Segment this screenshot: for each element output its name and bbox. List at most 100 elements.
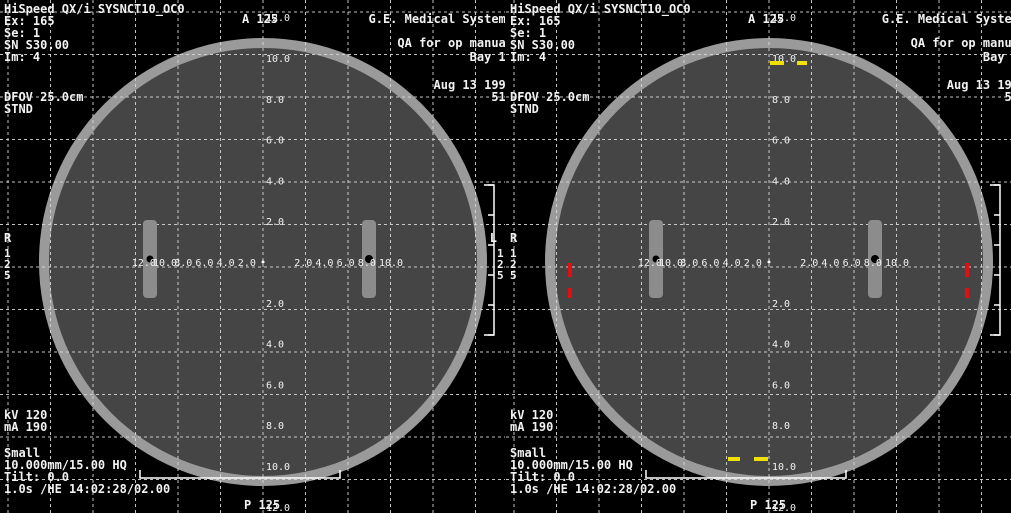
ruler-label-horizontal: 10.0 [379, 258, 403, 269]
kv-value: kV 120 [510, 408, 554, 422]
side-label-right: R [510, 231, 518, 245]
ruler-label-horizontal: 10.0 [153, 258, 177, 269]
ruler-label-horizontal: 6.0 [843, 258, 861, 269]
series-number: Se: 1 [4, 26, 41, 40]
vendor-name: G.E. Medical Systems [368, 12, 506, 26]
phantom-marker-right [365, 255, 373, 263]
bay-label: Bay 10 [469, 50, 505, 64]
scanner-model: HiSpeed QX/i SYSNCT10_OC0 [4, 2, 185, 16]
side-value-digit: 2 [4, 258, 11, 271]
ruler-label-vertical: 12.0 [266, 13, 290, 24]
ruler-label-horizontal: 2.0 [238, 258, 256, 269]
ruler-label-vertical: 8.0 [266, 421, 284, 432]
orientation-bottom: P 125 [750, 498, 787, 512]
recon-algorithm: STND [510, 102, 539, 116]
orientation-top: A 125 [242, 12, 279, 26]
recon-algorithm: STND [4, 102, 33, 116]
ruler-label-horizontal: 4.0 [821, 258, 839, 269]
table-position: SN S30.00 [4, 38, 70, 52]
ruler-label-vertical: 12.0 [772, 503, 796, 513]
side-label-right: R [4, 231, 12, 245]
display-fov: DFOV 25.0cm [510, 90, 590, 104]
exam-number: Ex: 165 [510, 14, 561, 28]
ruler-label-horizontal: 4.0 [723, 258, 741, 269]
side-value-digit: 1 [4, 247, 11, 260]
alignment-mark-top [797, 61, 807, 65]
center-point [767, 260, 771, 264]
ruler-label-vertical: 8.0 [772, 421, 790, 432]
orientation-bottom: P 125 [244, 498, 281, 512]
ruler-label-vertical: 12.0 [266, 503, 290, 513]
gantry-tilt: Tilt: 0.0 [4, 470, 70, 484]
center-point [261, 260, 265, 264]
ma-value: mA 190 [4, 420, 48, 434]
ruler-label-vertical: 6.0 [266, 136, 284, 147]
ruler-label-vertical: 6.0 [266, 380, 284, 391]
ct-viewport-right[interactable]: 12.0 10.0 8.0 6.0 4.0 2.0 2.0 4.0 6.0 8.0 10.0 12.0… [506, 0, 1011, 513]
ruler-label-vertical: 4.0 [266, 340, 284, 351]
ruler-label-vertical: 10.0 [266, 54, 290, 65]
alignment-mark-right [965, 263, 969, 277]
ruler-label-horizontal: 12.0 [638, 258, 662, 269]
ruler-label-vertical: 6.0 [772, 380, 790, 391]
ct-image-left: 12.010.08.0 6.0 4.0 2.0 2.0 4.0 6.0 8.0 10.012.0… [0, 0, 505, 513]
side-label-left: L [489, 231, 497, 245]
phantom-marker-right [871, 255, 879, 263]
side-value-digit: 2 [497, 258, 504, 271]
gantry-tilt: Tilt: 0.0 [510, 470, 576, 484]
image-number: Im: 4 [510, 50, 547, 64]
ruler-label-vertical: 12.0 [772, 13, 796, 24]
table-position: SN S30.00 [510, 38, 576, 52]
ruler-label-vertical: 4.0 [772, 340, 790, 351]
ct-image-right: 12.010.08.0 6.0 4.0 2.0 2.0 4.0 6.0 8.0 10.012.0… [506, 0, 1011, 513]
study-date: Aug 13 199 [946, 78, 1011, 92]
side-value-digit: 1 [497, 247, 504, 260]
side-value-digit: 5 [510, 269, 517, 282]
scan-time: 1.0s /HE 14:02:28/02.00 [4, 482, 171, 496]
ruler-label-horizontal: 8.0 [174, 258, 192, 269]
bay-label: Bay 1 [982, 50, 1005, 64]
scanner-model: HiSpeed QX/i SYSNCT10_OC0 [510, 2, 691, 16]
ruler-label-vertical: 8.0 [772, 95, 790, 106]
slice-thickness: 10.000mm/15.00 HQ [4, 458, 127, 472]
side-value-digit: 5 [497, 269, 504, 282]
study-description: QA for op manua [910, 36, 1011, 50]
ct-viewport-left[interactable]: 12.0 10.0 8.0 6.0 4.0 2.0 2.0 4.0 6.0 8.0 10.0 12.0… [0, 0, 505, 513]
matrix-size: 512 [491, 90, 505, 104]
image-number: Im: 4 [4, 50, 41, 64]
ruler-label-vertical: 2.0 [772, 299, 790, 310]
ruler-label-vertical: 4.0 [772, 176, 790, 187]
ruler-label-horizontal: 8.0 [358, 258, 376, 269]
ruler-label-horizontal: 8.0 [864, 258, 882, 269]
ruler-label-vertical: 2.0 [266, 217, 284, 228]
alignment-mark-left [568, 288, 572, 298]
ruler-label-horizontal: 12.0 [132, 258, 156, 269]
ruler-label-horizontal: 10.0 [885, 258, 909, 269]
slice-thickness: 10.000mm/15.00 HQ [510, 458, 633, 472]
study-date: Aug 13 1998 [433, 78, 505, 92]
exam-number: Ex: 165 [4, 14, 55, 28]
ruler-label-horizontal: 6.0 [195, 258, 213, 269]
phantom-marker-left [652, 255, 660, 263]
matrix-size: 51 [1004, 90, 1011, 104]
side-value-digit: 2 [510, 258, 517, 271]
phantom-marker-left [146, 255, 154, 263]
ruler-label-vertical: 8.0 [266, 95, 284, 106]
focal-spot: Small [4, 446, 41, 460]
ruler-label-horizontal: 4.0 [315, 258, 333, 269]
scale-bar-horizontal [645, 470, 847, 479]
focal-spot: Small [510, 446, 547, 460]
alignment-mark-top [770, 61, 784, 65]
ruler-label-vertical: 6.0 [772, 136, 790, 147]
side-value-digit: 1 [510, 247, 517, 260]
side-value-digit: 5 [4, 269, 11, 282]
alignment-mark-bottom [754, 457, 768, 461]
scan-time: 1.0s /HE 14:02:28/02.00 [510, 482, 677, 496]
kv-value: kV 120 [4, 408, 48, 422]
ruler-label-horizontal: 2.0 [294, 258, 312, 269]
ruler-label-horizontal: 2.0 [800, 258, 818, 269]
ruler-label-vertical: 2.0 [772, 217, 790, 228]
ruler-label-vertical: 4.0 [266, 176, 284, 187]
ruler-label-vertical: 10.0 [772, 462, 796, 473]
ma-value: mA 190 [510, 420, 554, 434]
